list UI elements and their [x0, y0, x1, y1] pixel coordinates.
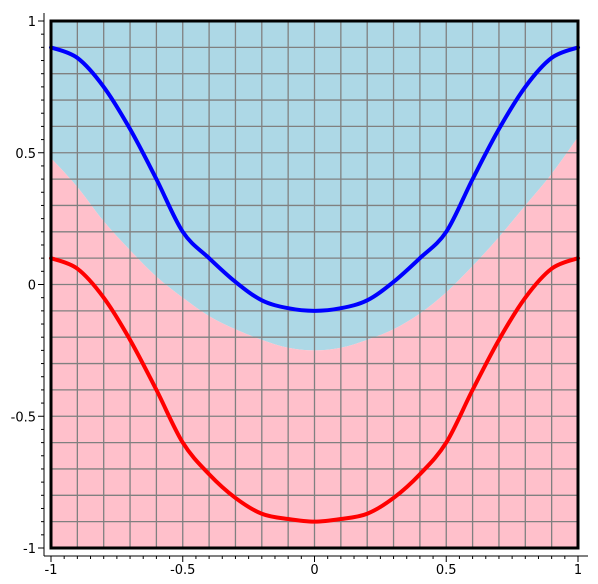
x-tick-label: -1 — [45, 563, 58, 578]
y-tick-label: 0 — [28, 279, 36, 294]
x-tick-labels: -1 -0.5 0 0.5 1 — [45, 563, 583, 578]
plot-frame — [49, 19, 580, 550]
x-tick-label: 0.5 — [436, 563, 457, 578]
y-tick-label: -0.5 — [11, 410, 36, 425]
y-tick-label: 1 — [28, 15, 36, 30]
x-tick-label: 0 — [310, 563, 318, 578]
grid — [50, 20, 579, 549]
series-line-1 — [49, 256, 580, 524]
x-tick-label: 1 — [574, 563, 582, 578]
tick-marks — [38, 13, 588, 562]
y-tick-labels: 1 0.5 0 -0.5 -1 — [11, 15, 36, 557]
series-lines — [49, 45, 580, 524]
y-tick-label: -1 — [23, 542, 36, 557]
y-tick-label: 0.5 — [15, 147, 36, 162]
x-tick-label: -0.5 — [170, 563, 195, 578]
series-line-0 — [49, 45, 580, 313]
